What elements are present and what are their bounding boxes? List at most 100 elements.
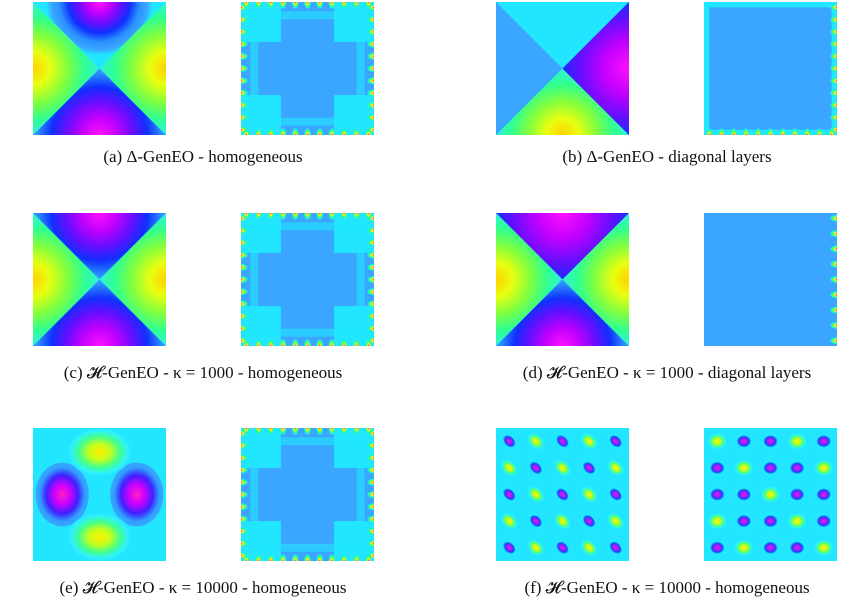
edge-mode — [352, 213, 360, 220]
lobe — [562, 2, 629, 135]
edge-mode — [830, 337, 837, 345]
edge-mode — [367, 324, 374, 332]
caption: (a) Δ-GenEO - homogeneous — [103, 147, 303, 166]
edge-mode — [367, 113, 374, 121]
edge-mode — [241, 113, 248, 121]
region — [241, 252, 374, 307]
lobe — [99, 2, 166, 135]
plot — [241, 2, 374, 135]
mode — [501, 433, 518, 450]
mode — [707, 486, 727, 503]
edge-mode — [255, 128, 263, 135]
mode — [761, 486, 780, 503]
edge-mode — [241, 227, 248, 235]
mode — [607, 459, 624, 476]
edge-mode — [267, 213, 275, 220]
edge-mode — [241, 288, 248, 296]
mode — [734, 459, 754, 476]
edge-mode — [767, 128, 774, 135]
edge-mode — [367, 89, 374, 97]
edge-mode — [279, 213, 287, 220]
edge-mode — [304, 554, 311, 561]
edge-mode — [279, 339, 287, 346]
edge-mode — [367, 515, 374, 523]
edge-mode — [367, 491, 374, 498]
mode — [67, 513, 132, 561]
mode — [607, 513, 624, 530]
edge-mode — [279, 554, 287, 561]
plot — [704, 213, 837, 346]
edge-mode — [340, 2, 348, 9]
edge-mode — [255, 554, 263, 561]
region — [241, 467, 374, 522]
edge-mode — [367, 288, 374, 296]
edge-mode — [352, 428, 360, 435]
edge-mode — [365, 554, 373, 561]
mode — [501, 486, 518, 503]
mode — [814, 513, 834, 530]
edge-mode — [241, 442, 248, 450]
plot — [496, 428, 629, 561]
mode — [814, 459, 834, 476]
lobe — [496, 213, 563, 346]
edge-mode — [754, 128, 762, 135]
edge-mode — [791, 128, 799, 135]
mode — [734, 539, 754, 556]
edge-mode — [830, 260, 837, 268]
edge-mode — [241, 101, 248, 109]
edge-mode — [828, 128, 836, 135]
caption: (c) 𝓗-GenEO - κ = 1000 - homogeneous — [63, 363, 343, 382]
edge-mode — [830, 28, 837, 36]
mode — [734, 433, 754, 450]
edge-mode — [830, 101, 837, 109]
edge-mode — [367, 16, 374, 24]
mode — [527, 513, 544, 530]
edge-mode — [241, 454, 248, 462]
edge-mode — [830, 40, 837, 48]
lobe — [33, 2, 166, 69]
edge-mode — [340, 554, 348, 561]
edge-mode — [718, 128, 726, 135]
lobe — [33, 2, 100, 135]
edge-mode — [367, 442, 374, 450]
edge-mode — [241, 239, 248, 247]
edge-mode — [367, 101, 374, 109]
mode — [527, 433, 544, 450]
lobe — [99, 213, 166, 346]
edge-mode — [241, 126, 248, 134]
edge-mode — [367, 227, 374, 235]
edge-mode — [328, 339, 336, 346]
edge-mode — [291, 2, 299, 9]
mode — [761, 433, 780, 450]
edge-mode — [830, 245, 837, 253]
mode — [35, 462, 89, 527]
edge-mode — [352, 128, 360, 135]
edge-mode — [367, 28, 374, 36]
mode — [527, 459, 544, 476]
plot — [33, 213, 166, 346]
lobe — [33, 68, 166, 135]
mode — [814, 433, 834, 450]
edge-mode — [830, 16, 837, 24]
edge-mode — [241, 552, 248, 560]
edge-mode — [316, 128, 324, 135]
lobe — [562, 213, 629, 346]
mode — [554, 539, 571, 556]
edge-mode — [367, 251, 374, 259]
caption: (e) 𝓗-GenEO - κ = 10000 - homogeneous — [59, 578, 347, 597]
edge-mode — [267, 339, 275, 346]
edge-mode — [241, 337, 248, 345]
edge-mode — [241, 263, 248, 271]
edge-mode — [241, 65, 248, 72]
lobe — [496, 68, 629, 135]
edge-mode — [291, 128, 299, 135]
edge-mode — [242, 428, 250, 435]
edge-mode — [267, 428, 275, 435]
edge-mode — [367, 77, 374, 85]
edge-mode — [291, 554, 299, 561]
lobe — [33, 213, 166, 280]
region — [496, 2, 629, 69]
edge-mode — [304, 213, 311, 220]
region — [250, 11, 365, 126]
